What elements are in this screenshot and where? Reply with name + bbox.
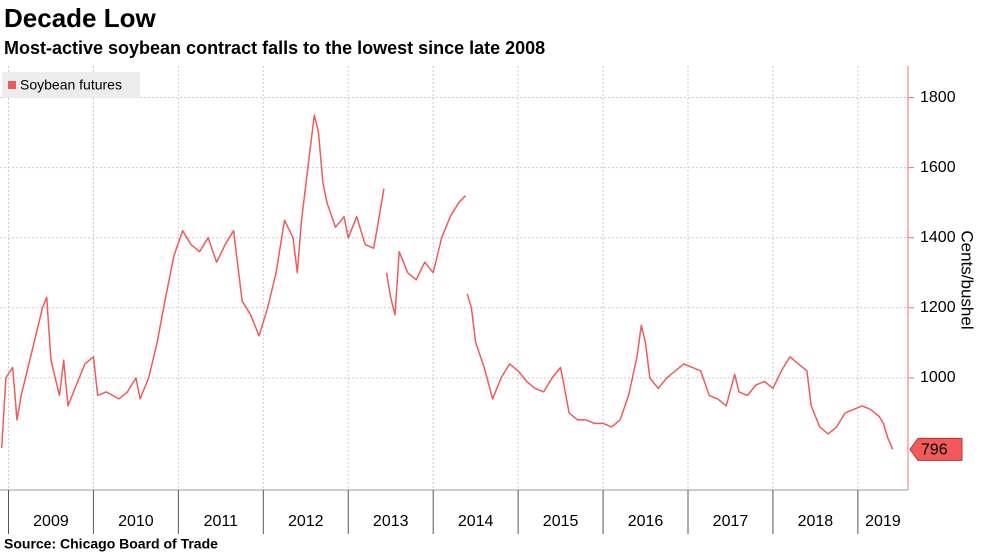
x-tick-label: 2011 (204, 513, 239, 530)
last-value-label: 796 (921, 442, 948, 459)
y-tick-label: 1400 (920, 229, 956, 246)
source: Source: Chicago Board of Trade (4, 536, 218, 552)
y-tick-label: 1000 (920, 369, 956, 386)
x-tick-label: 2019 (865, 513, 901, 530)
y-tick-label: 1600 (920, 159, 956, 176)
legend-label: Soybean futures (20, 77, 122, 93)
y-tick-label: 1200 (920, 299, 956, 316)
chart-title: Decade Low (4, 3, 156, 33)
x-tick-label: 2009 (33, 513, 69, 530)
chart-subtitle: Most-active soybean contract falls to th… (4, 38, 545, 58)
legend-swatch (8, 81, 16, 89)
x-tick-label: 2010 (118, 513, 154, 530)
legend-box (2, 72, 140, 98)
x-tick-label: 2014 (458, 513, 494, 530)
x-tick-label: 2015 (543, 513, 579, 530)
y-axis-label: Cents/bushel (958, 230, 977, 329)
x-tick-label: 2017 (713, 513, 749, 530)
line (0, 114, 894, 450)
x-tick-label: 2012 (288, 513, 324, 530)
x-tick-label: 2016 (628, 513, 664, 530)
x-tick-label: 2018 (798, 513, 834, 530)
last-value-tag (909, 437, 963, 461)
y-tick-label: 1800 (920, 89, 956, 106)
x-tick-label: 2013 (373, 513, 409, 530)
